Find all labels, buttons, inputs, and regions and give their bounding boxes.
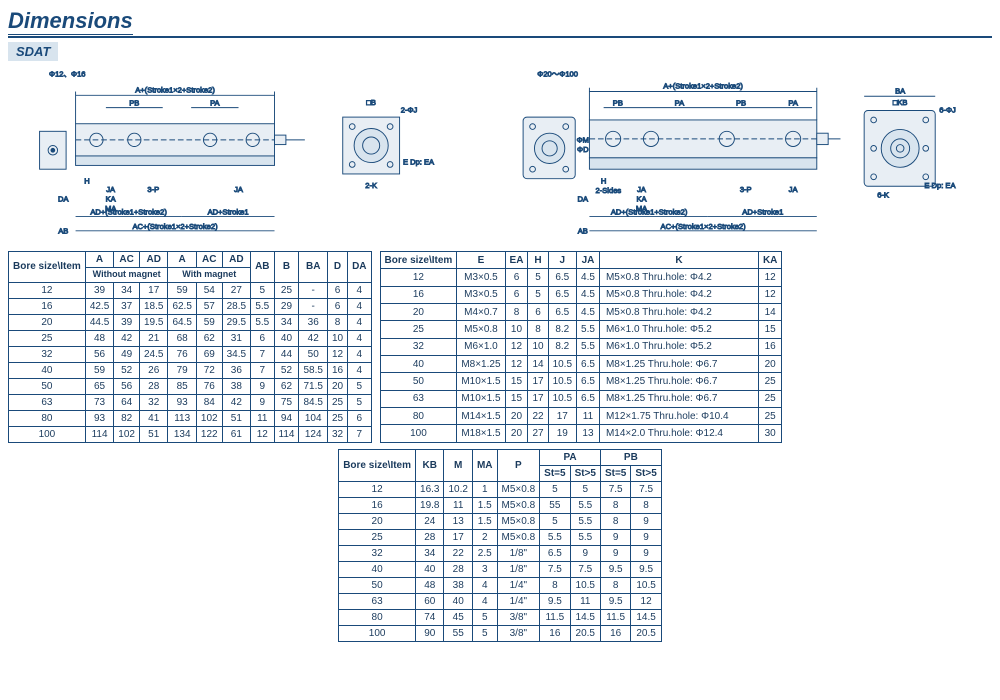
table-2: Bore size\ItemEEAHJJAKKA12M3×0.5656.54.5… [380, 251, 783, 443]
svg-text:PB: PB [736, 99, 746, 108]
svg-text:E Dp: EA: E Dp: EA [403, 157, 435, 166]
svg-text:2-K: 2-K [365, 181, 377, 190]
svg-text:JA: JA [106, 185, 116, 194]
svg-text:DA: DA [578, 194, 589, 203]
table-row: 2024131.5M5×0.855.589 [339, 513, 662, 529]
svg-text:JA: JA [637, 185, 647, 194]
table-row: 80M14×1.520221711M12×1.75 Thru.hole: Φ10… [380, 407, 782, 424]
table-row: 1216.310.21M5×0.8557.57.5 [339, 481, 662, 497]
svg-text:PA: PA [788, 99, 798, 108]
svg-text:PB: PB [129, 99, 139, 108]
table-row: 1642.53718.562.55728.55.529-64 [9, 298, 372, 314]
range-left-label: Φ12、Φ16 [49, 69, 85, 78]
svg-text:ΦM: ΦM [577, 136, 589, 145]
svg-text:PA: PA [210, 99, 220, 108]
table-row: 80938241113102511194104256 [9, 410, 372, 426]
svg-text:JA: JA [789, 185, 799, 194]
table-row: 100905553/8"1620.51620.5 [339, 625, 662, 641]
svg-text:□B: □B [366, 98, 376, 107]
svg-text:AD+(Stroke1+Stroke2): AD+(Stroke1+Stroke2) [90, 208, 167, 217]
svg-text:BA: BA [895, 86, 906, 95]
svg-text:AC+(Stroke1×2+Stroke2): AC+(Stroke1×2+Stroke2) [132, 222, 218, 231]
svg-text:3-P: 3-P [147, 185, 159, 194]
table-row: 12M3×0.5656.54.5M5×0.8 Thru.hole: Φ4.212 [380, 269, 782, 286]
svg-text:H: H [601, 176, 606, 185]
svg-text:ΦD: ΦD [577, 145, 589, 154]
drawing-right: Φ20～Φ100 A+(Stroke1×2+Stroke2) PB PA PB … [496, 65, 986, 245]
model-tag: SDAT [8, 42, 58, 61]
table-row: 12393417595427525-64 [9, 282, 372, 298]
table-row: 4059522679723675258.5164 [9, 362, 372, 378]
svg-text:JA: JA [234, 185, 244, 194]
drawing-left: Φ12、Φ16 A+(Stroke1×2+Stroke2) PB PA H [8, 65, 488, 245]
svg-text:2-Sides: 2-Sides [596, 186, 622, 195]
table-row: 50M10×1.5151710.56.5M8×1.25 Thru.hole: Φ… [380, 373, 782, 390]
table-row: 63M10×1.5151710.56.5M8×1.25 Thru.hole: Φ… [380, 390, 782, 407]
table-row: 2528172M5×0.85.55.599 [339, 529, 662, 545]
table-row: 3234222.51/8"6.5999 [339, 545, 662, 561]
svg-text:AD+Stroke1: AD+Stroke1 [742, 208, 783, 217]
svg-text:KA: KA [636, 194, 647, 203]
table-row: 25M5×0.81088.25.5M6×1.0 Thru.hole: Φ5.21… [380, 321, 782, 338]
svg-text:AD+Stroke1: AD+Stroke1 [208, 208, 249, 217]
table-row: 32M6×1.012108.25.5M6×1.0 Thru.hole: Φ5.2… [380, 338, 782, 355]
svg-text:H: H [84, 176, 89, 185]
svg-text:A+(Stroke1×2+Stroke2): A+(Stroke1×2+Stroke2) [135, 85, 215, 94]
svg-text:A+(Stroke1×2+Stroke2): A+(Stroke1×2+Stroke2) [663, 82, 743, 91]
drawings-row: Φ12、Φ16 A+(Stroke1×2+Stroke2) PB PA H [8, 65, 992, 245]
svg-text:AD+(Stroke1+Stroke2): AD+(Stroke1+Stroke2) [611, 208, 688, 217]
table-row: 1619.8111.5M5×0.8555.588 [339, 497, 662, 513]
table-row: 100114102511341226112114124327 [9, 426, 372, 442]
table-row: 63604041/4"9.5119.512 [339, 593, 662, 609]
svg-text:KA: KA [106, 194, 117, 203]
table-3-wrap: Bore size\ItemKBMMAPPAPBSt=5St>5St=5St>5… [8, 449, 992, 642]
svg-text:PA: PA [675, 99, 685, 108]
table-row: 5065562885763896271.5205 [9, 378, 372, 394]
tables-row-1: Bore size\ItemAACADAACADABBBADDAWithout … [8, 251, 992, 443]
svg-text:DA: DA [58, 194, 69, 203]
svg-text:PB: PB [613, 99, 623, 108]
table-1: Bore size\ItemAACADAACADABBBADDAWithout … [8, 251, 372, 443]
table-row: 40402831/8"7.57.59.59.5 [339, 561, 662, 577]
table-row: 6373643293844297584.5255 [9, 394, 372, 410]
svg-text:AC+(Stroke1×2+Stroke2): AC+(Stroke1×2+Stroke2) [661, 222, 747, 231]
table-row: 2044.53919.564.55929.55.5343684 [9, 314, 372, 330]
svg-text:E Dp: EA: E Dp: EA [924, 181, 956, 190]
page-title: Dimensions [8, 8, 992, 38]
svg-text:6-ΦJ: 6-ΦJ [939, 105, 956, 114]
svg-text:AB: AB [578, 227, 588, 236]
svg-text:□KB: □KB [893, 98, 908, 107]
table-row: 32564924.5766934.574450124 [9, 346, 372, 362]
table-row: 20M4×0.7866.54.5M5×0.8 Thru.hole: Φ4.214 [380, 303, 782, 320]
table-row: 16M3×0.5656.54.5M5×0.8 Thru.hole: Φ4.212 [380, 286, 782, 303]
svg-text:AB: AB [58, 227, 68, 236]
table-row: 100M18×1.520271913M14×2.0 Thru.hole: Φ12… [380, 425, 782, 442]
table-row: 2548422168623164042104 [9, 330, 372, 346]
table-3: Bore size\ItemKBMMAPPAPBSt=5St>5St=5St>5… [338, 449, 662, 642]
table-row: 40M8×1.25121410.56.5M8×1.25 Thru.hole: Φ… [380, 355, 782, 372]
svg-text:2-ΦJ: 2-ΦJ [401, 105, 418, 114]
range-right-label: Φ20～Φ100 [537, 69, 578, 78]
table-row: 80744553/8"11.514.511.514.5 [339, 609, 662, 625]
table-row: 50483841/4"810.5810.5 [339, 577, 662, 593]
svg-text:6-K: 6-K [877, 191, 889, 200]
svg-text:3-P: 3-P [740, 185, 752, 194]
